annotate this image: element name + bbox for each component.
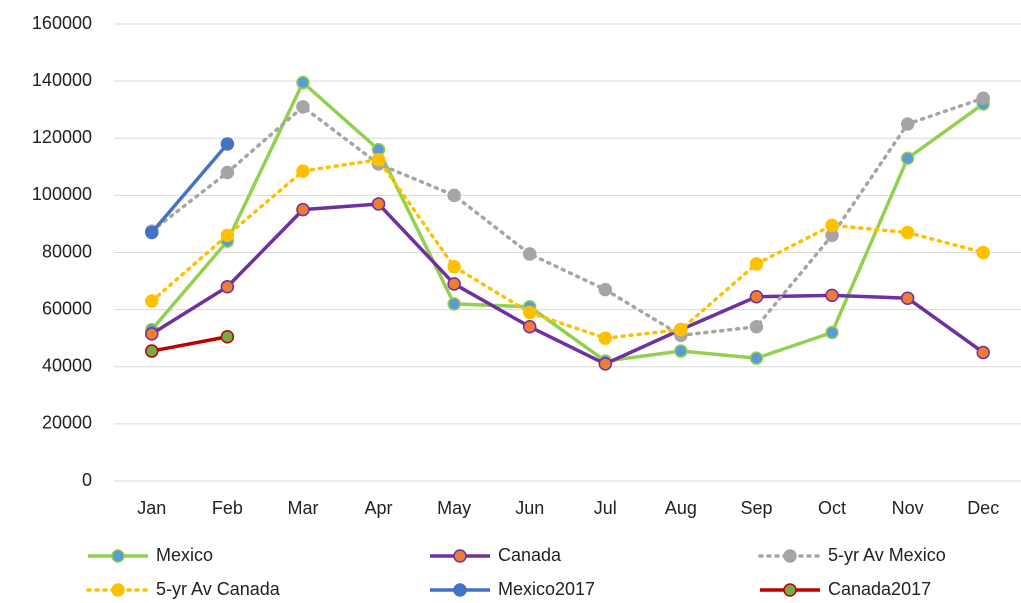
data-point (598, 282, 613, 297)
data-point (598, 331, 613, 345)
data-point (900, 291, 915, 305)
data-point (674, 344, 688, 358)
x-tick-label: Nov (892, 498, 924, 518)
data-point (825, 325, 839, 340)
y-tick-label: 100000 (32, 184, 92, 204)
data-point (220, 228, 235, 243)
legend-label: Mexico (156, 545, 213, 565)
data-point (522, 305, 537, 320)
data-point (522, 320, 537, 334)
series-line (151, 335, 228, 353)
data-point (371, 152, 386, 167)
x-tick-label: Dec (967, 498, 999, 518)
y-tick-label: 140000 (32, 70, 92, 90)
legend-label: Canada (498, 545, 562, 565)
y-tick-label: 20000 (42, 413, 92, 433)
data-point (749, 257, 764, 271)
data-point (145, 327, 159, 341)
legend-label: Canada2017 (828, 579, 931, 599)
data-point (674, 322, 688, 337)
y-tick-label: 120000 (32, 127, 92, 147)
data-point (749, 320, 764, 334)
series-line (150, 202, 985, 366)
data-point (145, 225, 159, 240)
legend-label: 5-yr Av Mexico (828, 545, 946, 565)
data-point (220, 165, 235, 180)
data-point (900, 225, 915, 240)
y-tick-label: 0 (82, 470, 92, 490)
data-point (976, 245, 990, 260)
y-tick-label: 40000 (42, 356, 92, 376)
legend-marker (111, 549, 125, 563)
legend-label: 5-yr Av Canada (156, 579, 281, 599)
data-point (447, 188, 461, 203)
y-tick-label: 160000 (32, 13, 92, 33)
data-point (296, 75, 310, 90)
data-point (598, 357, 613, 371)
legend-label: Mexico2017 (498, 579, 595, 599)
data-point (976, 345, 990, 360)
x-tick-label: Apr (365, 498, 393, 518)
data-point (447, 297, 461, 311)
legend-marker (453, 583, 467, 597)
x-tick-label: Sep (740, 498, 772, 518)
x-tick-label: May (437, 498, 471, 518)
data-point (447, 260, 461, 274)
x-tick-label: Jul (594, 498, 617, 518)
data-point (447, 277, 461, 291)
x-tick-label: Jun (515, 498, 544, 518)
legend-marker (453, 549, 467, 563)
data-point (371, 197, 386, 211)
series-line (150, 157, 985, 340)
legend-marker (783, 583, 797, 597)
data-point (145, 294, 159, 308)
data-point (296, 100, 310, 114)
x-tick-label: Feb (212, 498, 243, 518)
series-line (150, 142, 229, 234)
data-point (220, 280, 235, 294)
legend-marker (111, 583, 125, 597)
data-point (900, 117, 915, 131)
legend-marker (783, 549, 797, 563)
x-tick-label: Jan (137, 498, 166, 518)
data-point (296, 164, 310, 178)
series-line (150, 96, 985, 338)
x-tick-label: Mar (287, 498, 318, 518)
data-point (825, 288, 839, 303)
series-line (150, 80, 985, 363)
x-tick-label: Oct (818, 498, 846, 518)
data-point (296, 202, 310, 217)
data-point (220, 330, 235, 344)
y-tick-label: 60000 (42, 298, 92, 318)
data-point (522, 247, 537, 261)
data-point (749, 351, 764, 365)
data-point (749, 290, 764, 304)
data-point (145, 344, 159, 358)
data-point (976, 91, 990, 106)
data-point (900, 151, 915, 165)
data-point (825, 218, 839, 233)
y-tick-label: 80000 (42, 241, 92, 261)
x-tick-label: Aug (665, 498, 697, 518)
data-point (220, 137, 235, 151)
